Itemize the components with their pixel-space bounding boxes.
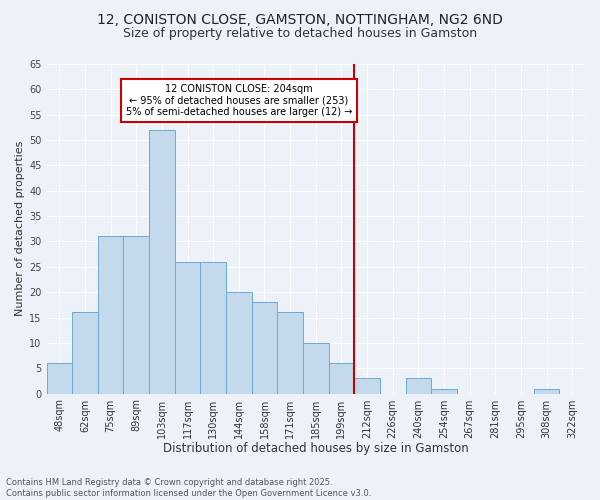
Bar: [277, 312, 303, 394]
Bar: [406, 378, 431, 394]
Bar: [47, 363, 72, 394]
Y-axis label: Number of detached properties: Number of detached properties: [15, 141, 25, 316]
Text: 12 CONISTON CLOSE: 204sqm
← 95% of detached houses are smaller (253)
5% of semi-: 12 CONISTON CLOSE: 204sqm ← 95% of detac…: [125, 84, 352, 117]
Bar: [534, 388, 559, 394]
Text: 12, CONISTON CLOSE, GAMSTON, NOTTINGHAM, NG2 6ND: 12, CONISTON CLOSE, GAMSTON, NOTTINGHAM,…: [97, 12, 503, 26]
Bar: [431, 388, 457, 394]
Bar: [251, 302, 277, 394]
Bar: [354, 378, 380, 394]
Bar: [200, 262, 226, 394]
X-axis label: Distribution of detached houses by size in Gamston: Distribution of detached houses by size …: [163, 442, 469, 455]
Bar: [329, 363, 354, 394]
Text: Size of property relative to detached houses in Gamston: Size of property relative to detached ho…: [123, 28, 477, 40]
Bar: [303, 343, 329, 394]
Bar: [175, 262, 200, 394]
Bar: [226, 292, 251, 394]
Bar: [149, 130, 175, 394]
Bar: [124, 236, 149, 394]
Text: Contains HM Land Registry data © Crown copyright and database right 2025.
Contai: Contains HM Land Registry data © Crown c…: [6, 478, 371, 498]
Bar: [98, 236, 124, 394]
Bar: [72, 312, 98, 394]
